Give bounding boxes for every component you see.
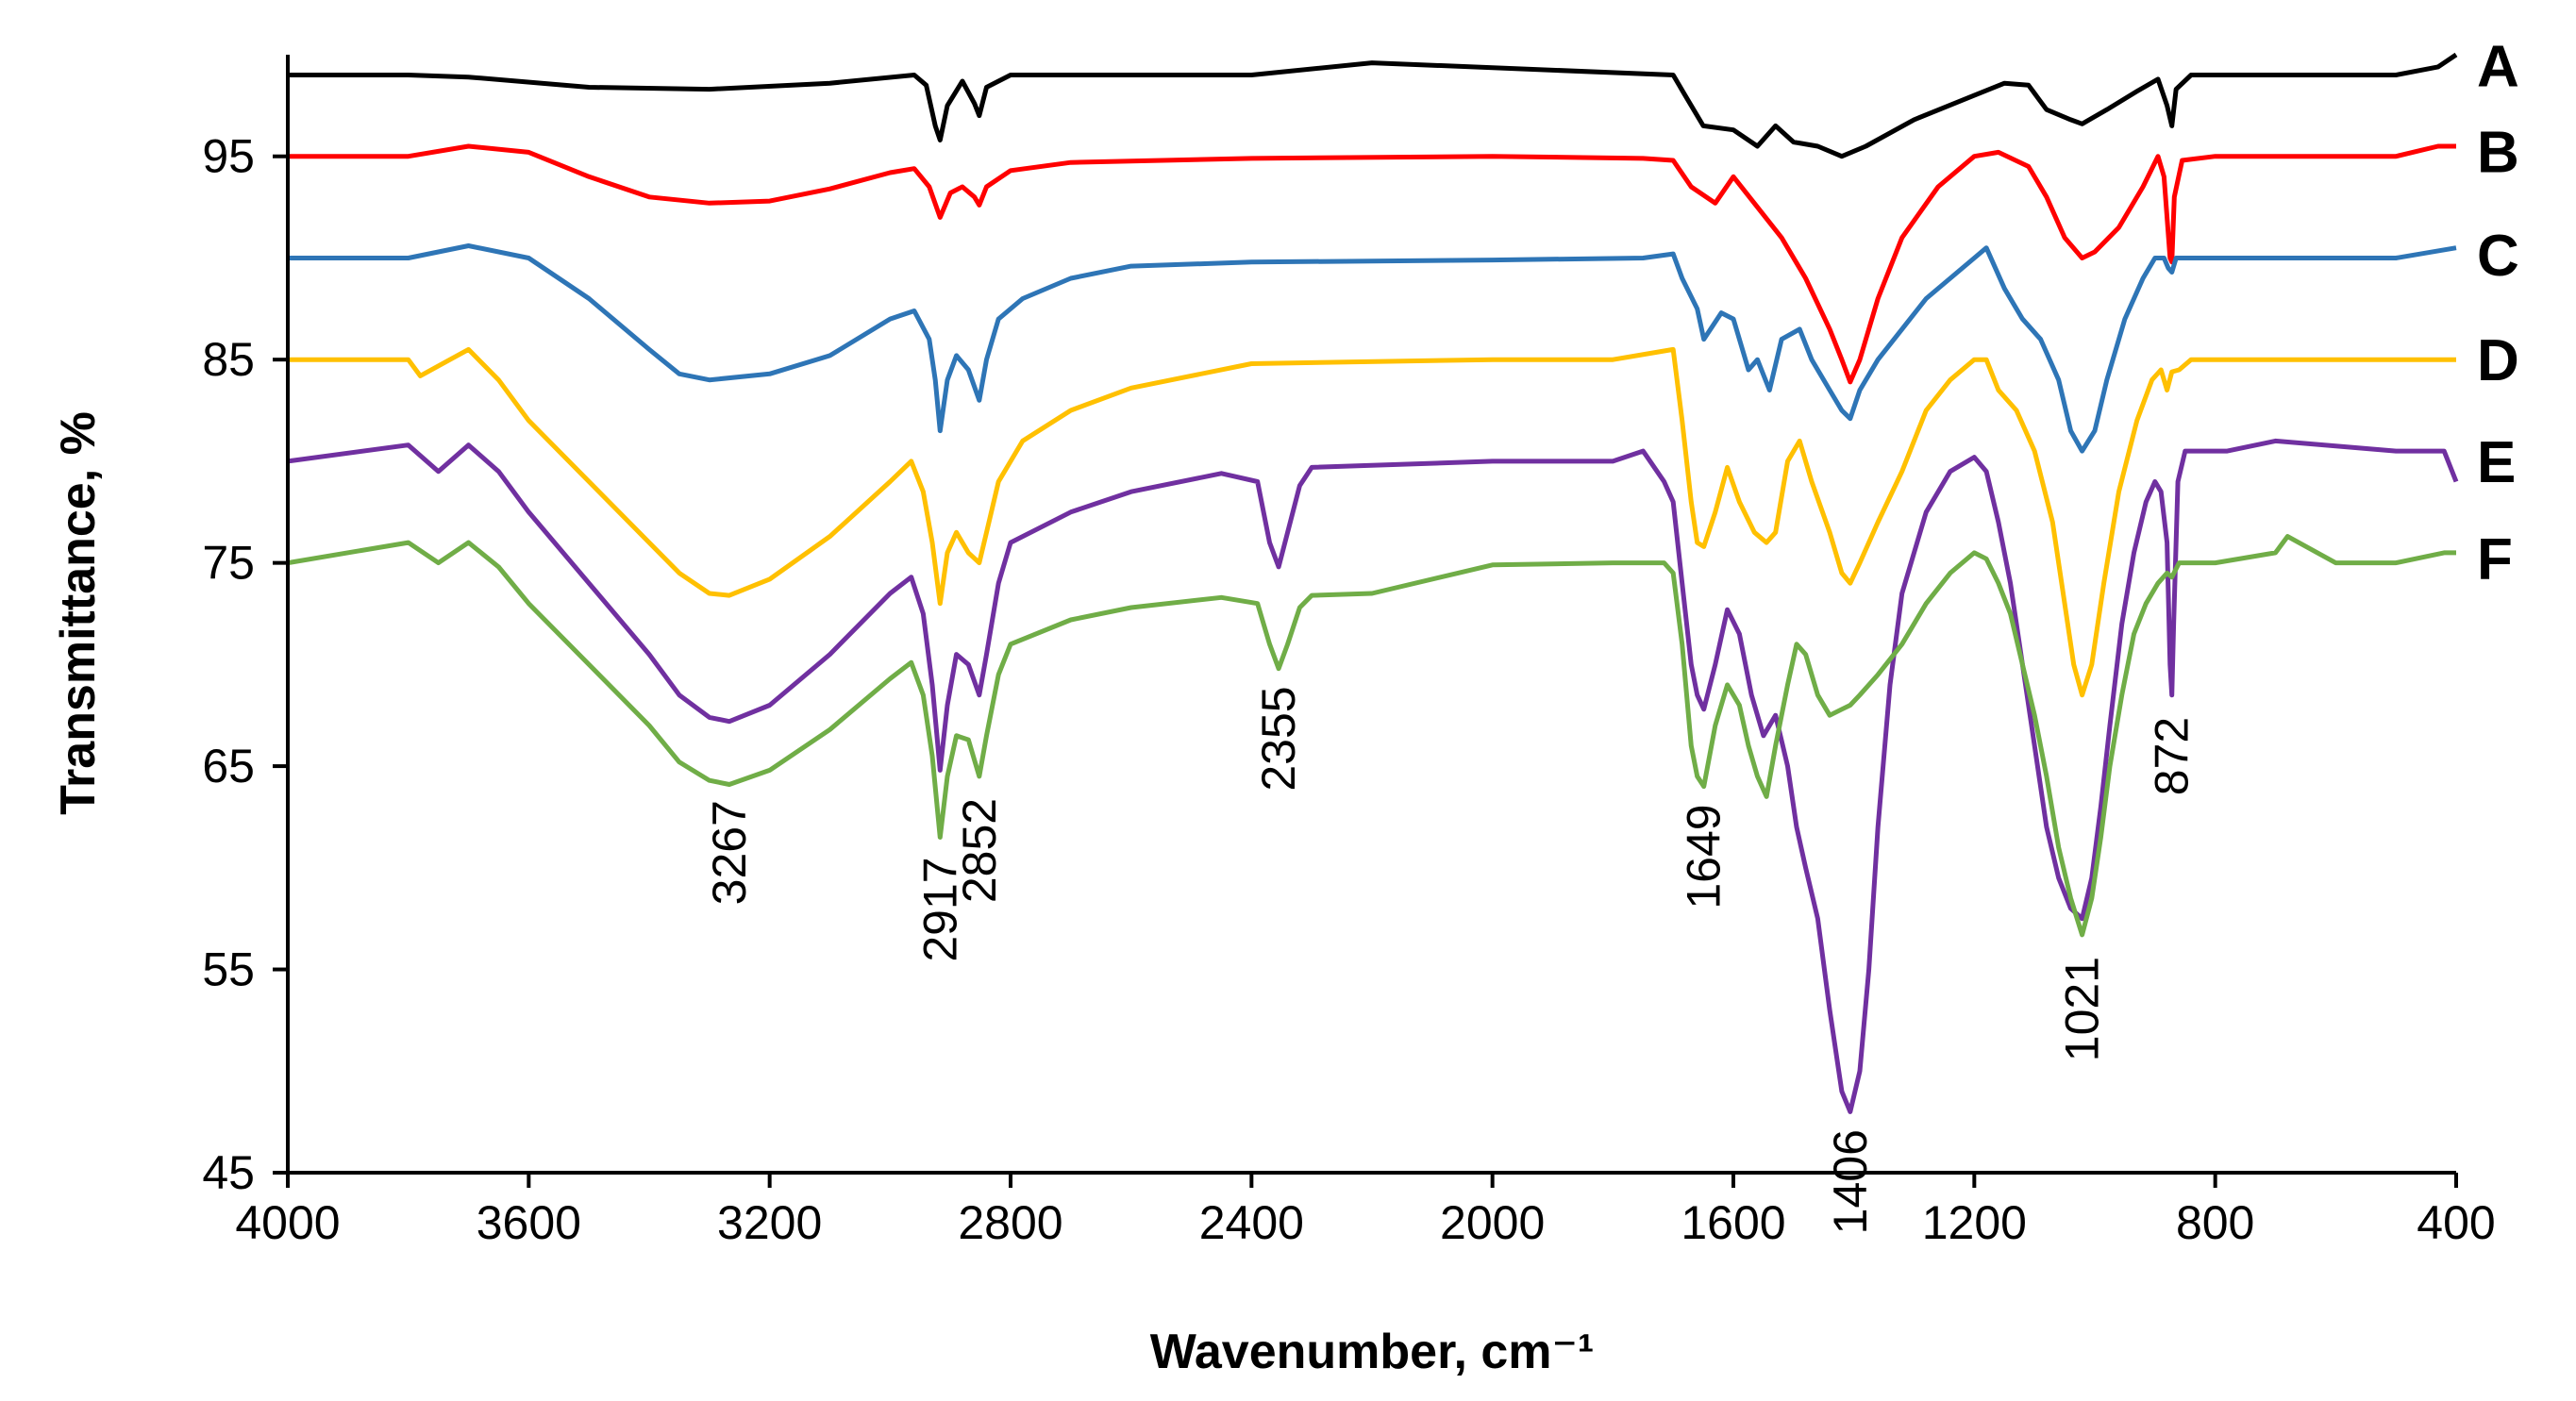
peak-label-872: 872 bbox=[2146, 717, 2199, 795]
x-tick-label: 3600 bbox=[477, 1196, 581, 1249]
series-line-b bbox=[288, 143, 2456, 385]
y-tick-label: 65 bbox=[202, 740, 255, 792]
x-tick-label: 2800 bbox=[958, 1196, 1062, 1249]
axes bbox=[286, 55, 2456, 1175]
y-axis-title: Transmittance, % bbox=[51, 411, 106, 815]
series-line-f bbox=[287, 534, 2456, 938]
peak-label-2852: 2852 bbox=[953, 798, 1006, 903]
x-tick-label: 400 bbox=[2417, 1196, 2495, 1249]
series-line-c bbox=[288, 243, 2457, 454]
x-tick-label: 1600 bbox=[1681, 1196, 1785, 1249]
x-ticks: 4000 3600 3200 2800 2400 2000 1600 1200 800 400 bbox=[235, 1173, 2496, 1249]
series-label-e: E bbox=[2477, 430, 2516, 495]
series-line-a bbox=[288, 52, 2458, 159]
x-tick-label: 3200 bbox=[717, 1196, 822, 1249]
x-tick-label: 2000 bbox=[1440, 1196, 1545, 1249]
x-axis-title: Wavenumber, cm⁻¹ bbox=[1150, 1325, 1595, 1379]
y-tick-label: 85 bbox=[202, 333, 255, 386]
peak-label-2917: 2917 bbox=[913, 857, 966, 961]
x-tick-label: 4000 bbox=[235, 1196, 340, 1249]
series-label-f: F bbox=[2477, 526, 2513, 592]
x-tick-label: 800 bbox=[2176, 1196, 2254, 1249]
peak-label-1021: 1021 bbox=[2056, 957, 2109, 1061]
x-tick-label: 1200 bbox=[1922, 1196, 2027, 1249]
y-tick-label: 95 bbox=[202, 130, 255, 183]
plot-lines bbox=[287, 52, 2459, 1114]
series-line-d bbox=[288, 346, 2456, 698]
series-line-e bbox=[287, 438, 2459, 1114]
series-label-a: A bbox=[2477, 34, 2519, 99]
peak-label-1406: 1406 bbox=[1824, 1129, 1877, 1234]
y-tick-label: 45 bbox=[202, 1146, 255, 1199]
series-label-d: D bbox=[2477, 328, 2519, 393]
peak-label-1649: 1649 bbox=[1678, 804, 1731, 909]
x-tick-label: 2400 bbox=[1199, 1196, 1304, 1249]
y-tick-label: 75 bbox=[202, 537, 255, 590]
y-tick-label: 55 bbox=[202, 943, 255, 996]
y-ticks: 45 55 65 75 85 95 bbox=[202, 130, 288, 1199]
series-label-b: B bbox=[2477, 120, 2519, 185]
peak-label-2355: 2355 bbox=[1252, 686, 1305, 791]
series-label-c: C bbox=[2477, 224, 2519, 289]
peak-label-3267: 3267 bbox=[703, 800, 756, 905]
